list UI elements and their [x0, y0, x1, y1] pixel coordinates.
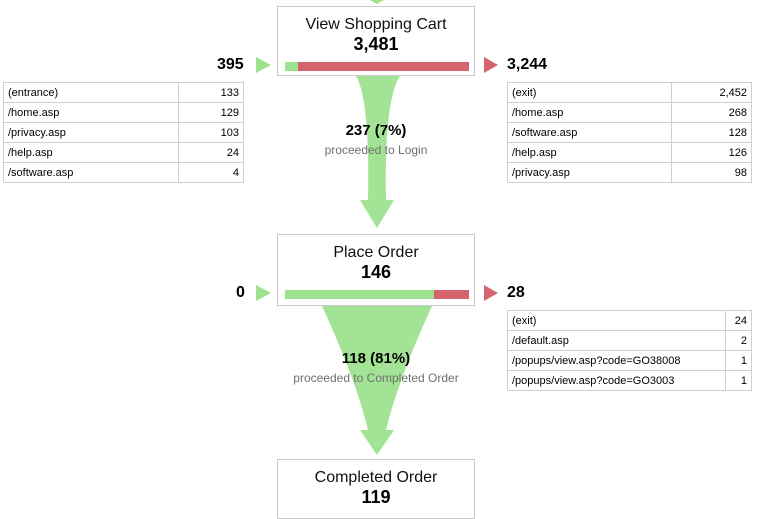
page-path: /software.asp	[2, 162, 180, 183]
page-row: /home.asp 129	[2, 102, 244, 123]
page-path: /home.asp	[507, 102, 672, 123]
proceeded-label: proceeded to Login	[324, 143, 428, 157]
page-row: /popups/view.asp?code=GO3003 1	[507, 370, 753, 391]
page-count: 126	[670, 142, 753, 163]
page-path: /default.asp	[507, 330, 726, 351]
page-row: /software.asp 4	[2, 162, 244, 183]
proceeded-count: 237 (7%)	[345, 122, 407, 139]
funnel-step-view-shopping-cart: View Shopping Cart 3,481	[277, 6, 475, 76]
step-name: View Shopping Cart	[305, 16, 447, 33]
step-progress-bar	[285, 290, 469, 299]
step-name: Completed Order	[314, 469, 438, 486]
page-row: /privacy.asp 98	[507, 162, 753, 183]
page-row: /default.asp 2	[507, 330, 753, 351]
page-row: (exit) 2,452	[507, 82, 753, 103]
page-row: /home.asp 268	[507, 102, 753, 123]
exits-total: 28	[507, 284, 525, 301]
page-count: 103	[178, 122, 244, 143]
page-count: 24	[178, 142, 244, 163]
page-path: /software.asp	[507, 122, 672, 143]
page-path: (exit)	[507, 310, 726, 331]
exits-total: 3,244	[507, 56, 548, 73]
page-path: /help.asp	[507, 142, 672, 163]
page-path: (entrance)	[2, 82, 180, 103]
step-progress-fill	[285, 290, 435, 299]
proceeded-count: 118 (81%)	[341, 350, 411, 367]
page-path: (exit)	[507, 82, 672, 103]
page-count: 2,452	[670, 82, 753, 103]
exit-pages-table: (exit) 2,452/home.asp 268/software.asp 128/…	[507, 82, 753, 183]
page-count: 1	[724, 350, 753, 371]
page-row: /privacy.asp 103	[2, 122, 244, 143]
page-count: 1	[724, 370, 753, 391]
page-row: (exit) 24	[507, 310, 753, 331]
proceeded-label: proceeded to Completed Order	[293, 371, 459, 385]
step-progress-bar	[285, 62, 469, 71]
incoming-arrow-stub	[370, 0, 384, 4]
entry-pages-table: (entrance) 133/home.asp 129/privacy.asp 103…	[2, 82, 244, 183]
entries-total: 395	[217, 56, 244, 73]
page-count: 133	[178, 82, 244, 103]
page-count: 24	[724, 310, 753, 331]
step-count: 119	[361, 487, 391, 507]
page-path: /privacy.asp	[507, 162, 672, 183]
entry-arrow-1	[256, 57, 271, 73]
funnel-shape-2	[322, 306, 432, 455]
funnel-step-completed-order: Completed Order 119	[277, 459, 475, 519]
entry-arrow-2	[256, 285, 271, 301]
page-row: /popups/view.asp?code=GO38008 1	[507, 350, 753, 371]
step-progress-fill	[285, 62, 298, 71]
page-count: 4	[178, 162, 244, 183]
funnel-step-place-order: Place Order 146	[277, 234, 475, 306]
page-path: /home.asp	[2, 102, 180, 123]
page-count: 129	[178, 102, 244, 123]
funnel-shape-1	[356, 76, 400, 228]
exit-pages-table: (exit) 24/default.asp 2/popups/view.asp?co…	[507, 310, 753, 391]
step-count: 3,481	[353, 34, 399, 54]
page-count: 128	[670, 122, 753, 143]
step-count: 146	[360, 262, 392, 282]
page-path: /privacy.asp	[2, 122, 180, 143]
page-row: /help.asp 24	[2, 142, 244, 163]
page-row: /software.asp 128	[507, 122, 753, 143]
page-count: 98	[670, 162, 753, 183]
page-path: /help.asp	[2, 142, 180, 163]
page-path: /popups/view.asp?code=GO3003	[507, 370, 726, 391]
page-row: /help.asp 126	[507, 142, 753, 163]
exit-arrow-2	[484, 285, 498, 301]
page-count: 2	[724, 330, 753, 351]
entries-total: 0	[236, 284, 245, 301]
page-path: /popups/view.asp?code=GO38008	[507, 350, 726, 371]
exit-arrow-1	[484, 57, 498, 73]
step-name: Place Order	[333, 244, 419, 261]
page-row: (entrance) 133	[2, 82, 244, 103]
page-count: 268	[670, 102, 753, 123]
